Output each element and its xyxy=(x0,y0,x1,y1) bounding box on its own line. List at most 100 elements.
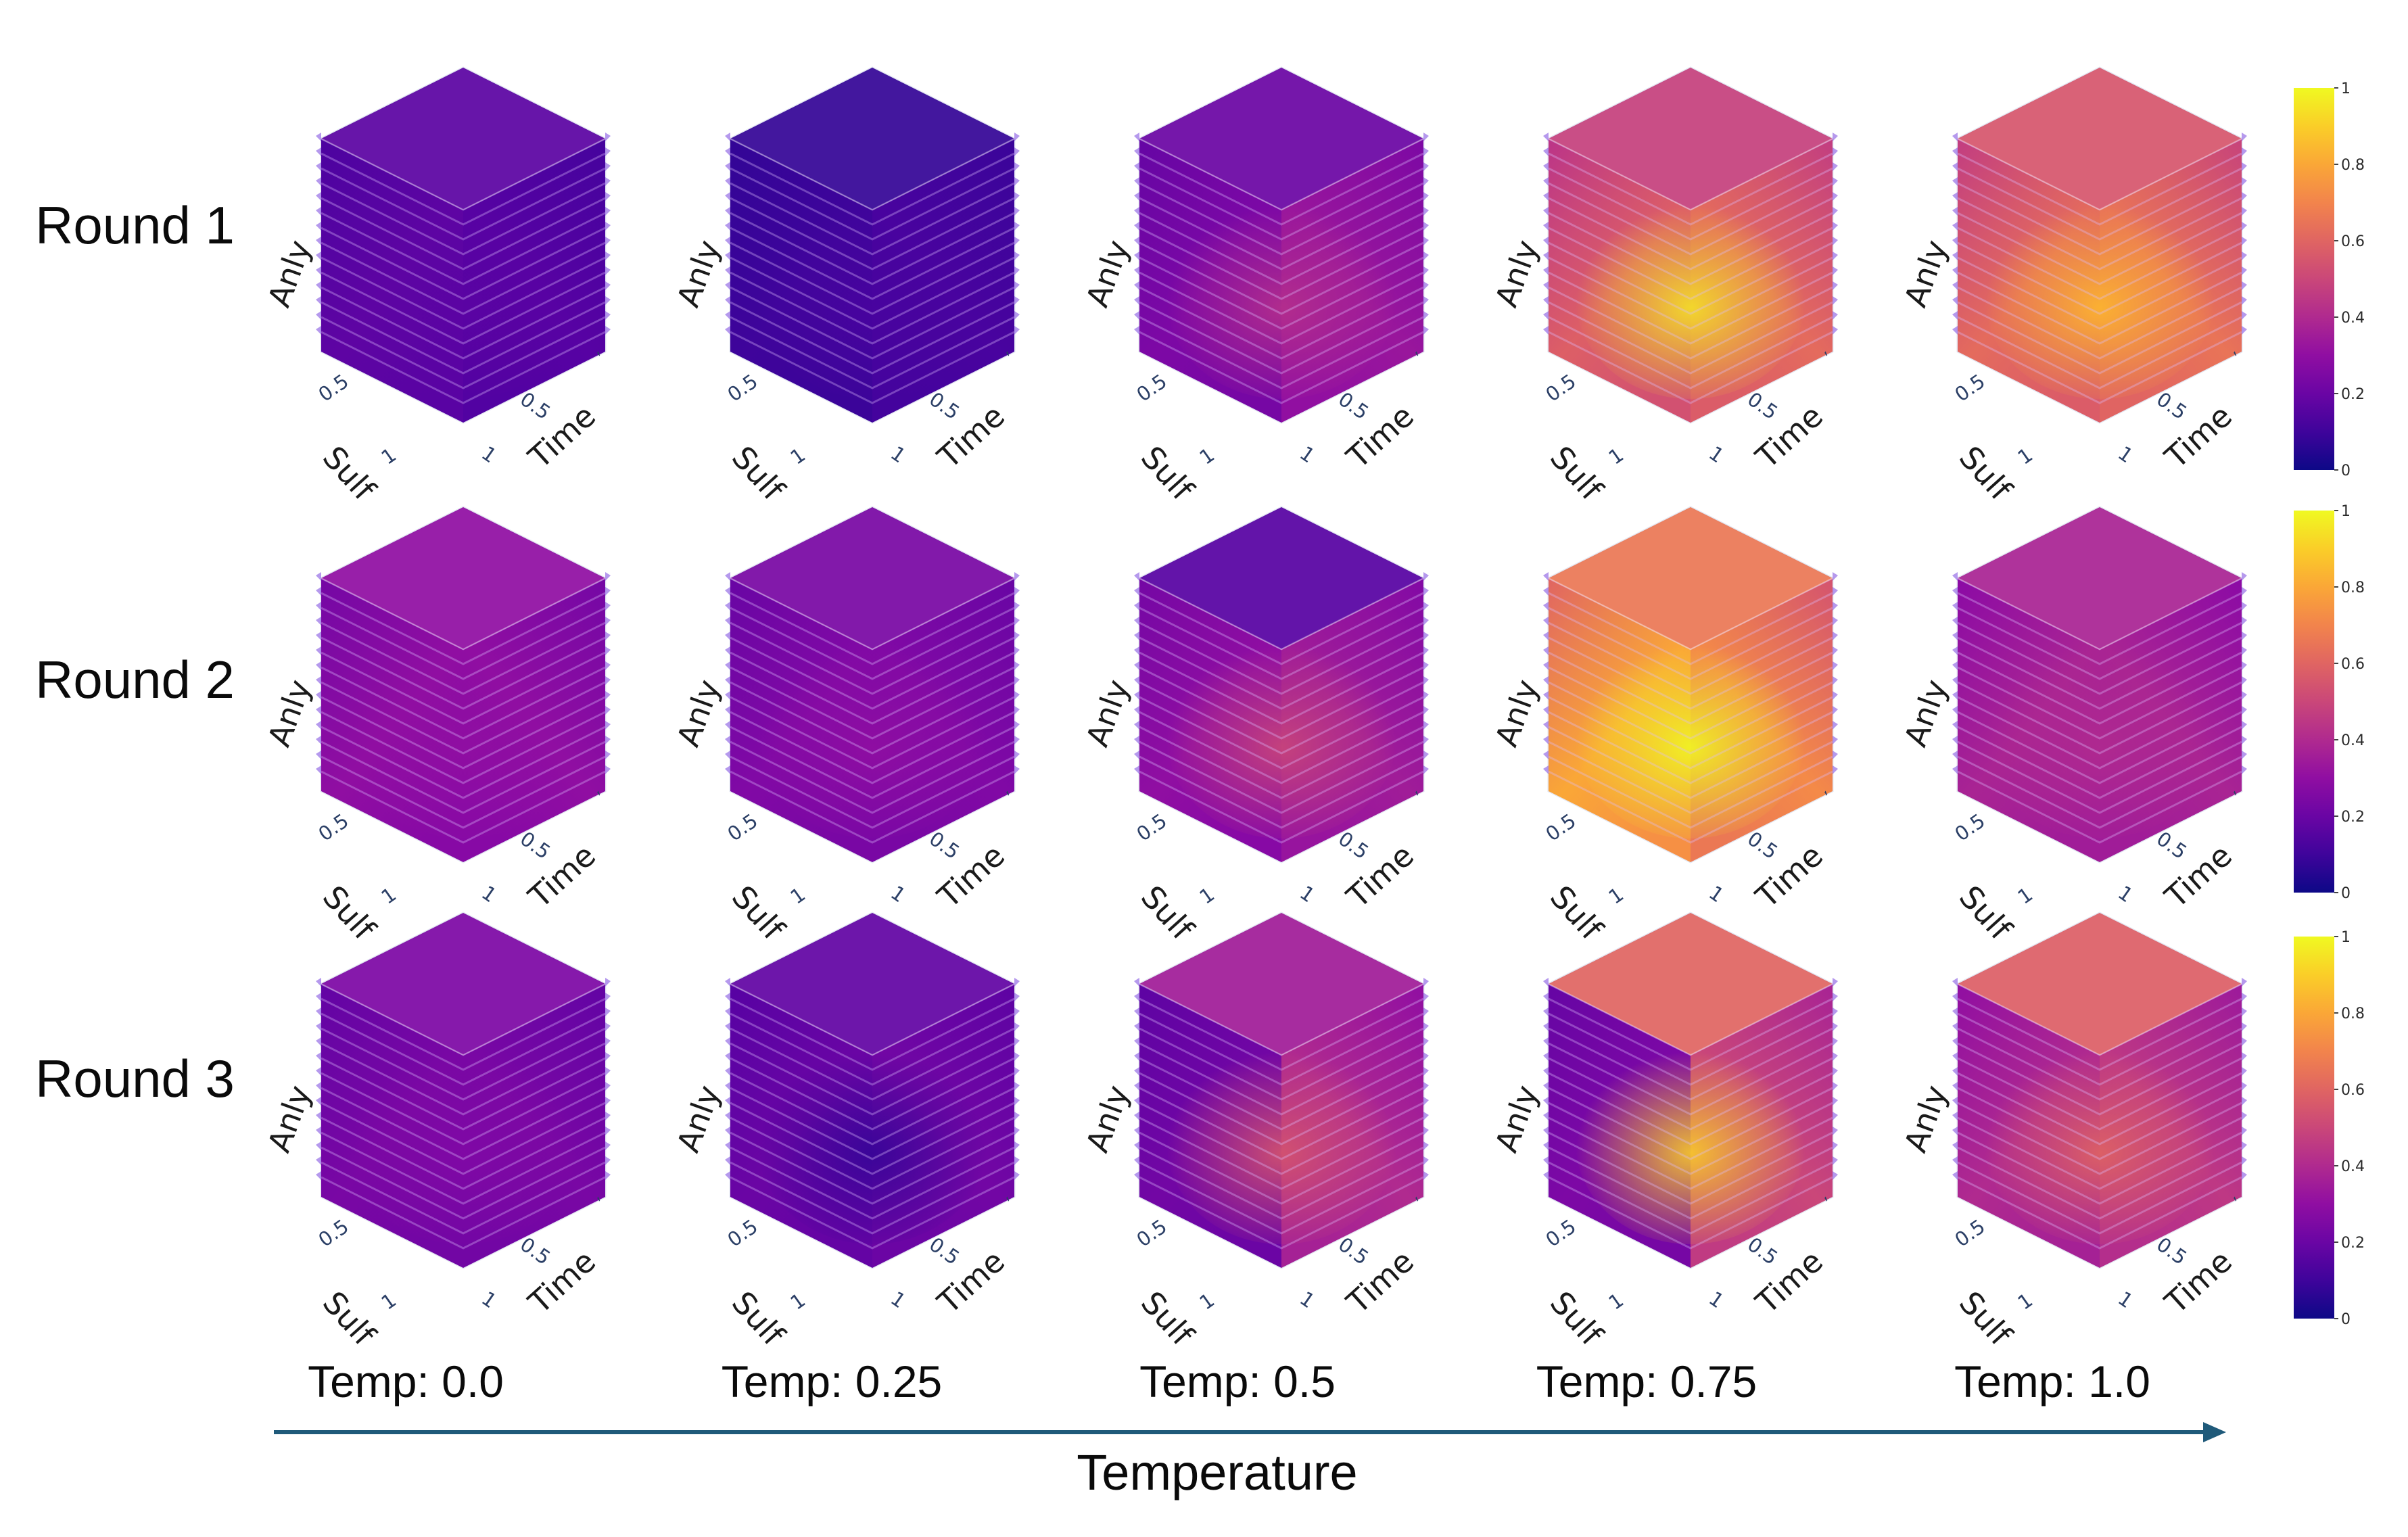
slice-tab-left xyxy=(1543,765,1549,774)
slice-tab-right xyxy=(1014,1008,1020,1016)
slice-edge xyxy=(321,666,606,740)
slice-tab-right xyxy=(1833,1112,1838,1120)
slice-tab-left xyxy=(1543,1037,1549,1046)
slice-edge xyxy=(1957,1146,2242,1220)
slice-edge xyxy=(1548,1176,1833,1250)
slice-edge xyxy=(1139,1102,1424,1175)
slice-tab-left xyxy=(1134,237,1139,245)
slice-tab-right xyxy=(1014,222,1020,231)
slice-edge xyxy=(1957,241,2242,315)
slice-tab-left xyxy=(316,281,321,290)
slice-edge xyxy=(1957,1012,2242,1086)
slice-tab-right xyxy=(605,237,611,245)
slice-edge xyxy=(1548,696,1833,770)
slice-tab-left xyxy=(1543,281,1549,290)
slice-tab-right xyxy=(1014,281,1020,290)
slice-tab-left xyxy=(316,676,321,685)
slice-tab-left xyxy=(1543,147,1549,156)
slice-tab-right xyxy=(1423,632,1429,640)
slice-tab-right xyxy=(605,676,611,685)
slice-tab-right xyxy=(1014,192,1020,201)
slice-tab-left xyxy=(725,691,730,700)
slice-tab-left xyxy=(1543,587,1549,596)
slice-tab-left xyxy=(316,147,321,156)
colorbar-tick-label: 0.6 xyxy=(2341,656,2365,673)
slice-tab-left xyxy=(1134,222,1139,231)
slice-tab-right xyxy=(2242,1127,2247,1135)
slice-edge xyxy=(1139,740,1424,814)
slice-tab-left xyxy=(1952,162,1958,171)
slice-edge xyxy=(1139,1072,1424,1145)
slice-tab-right xyxy=(1833,572,1838,581)
slice-edge xyxy=(1548,726,1833,799)
slice-tab-left xyxy=(1543,222,1549,231)
slice-tab-left xyxy=(316,1141,321,1150)
colorbar-tick-label: 0.2 xyxy=(2341,386,2365,403)
slice-edge xyxy=(321,696,606,770)
slice-tab-left xyxy=(1952,661,1958,670)
slice-tab-left xyxy=(725,1156,730,1165)
slice-tab-right xyxy=(2242,1052,2247,1061)
slice-edge xyxy=(1957,271,2242,345)
colorbar-tick-label: 0.6 xyxy=(2341,233,2365,250)
cube-hotspot xyxy=(757,636,987,838)
cube-hotspot xyxy=(1985,1041,2215,1244)
colorbar-tick-label: 0.2 xyxy=(2341,1235,2365,1252)
slice-edge xyxy=(730,1131,1015,1205)
slice-tab-left xyxy=(725,751,730,759)
slice-tab-left xyxy=(1952,296,1958,305)
slice-tab-left xyxy=(1134,177,1139,186)
slice-tab-left xyxy=(1952,192,1958,201)
cube-top-edge xyxy=(1139,983,1424,1056)
slice-edge xyxy=(321,212,606,285)
slice-tab-left xyxy=(316,222,321,231)
slice-edge xyxy=(321,997,606,1071)
slice-tab-left xyxy=(1134,978,1139,987)
slice-tab-left xyxy=(316,296,321,305)
slice-tab-right xyxy=(2242,266,2247,275)
slice-tab-left xyxy=(1134,311,1139,320)
slice-tab-left xyxy=(1134,1082,1139,1091)
slice-tab-left xyxy=(316,661,321,670)
cube-hotspot xyxy=(1166,636,1396,838)
slice-tab-left xyxy=(1952,1052,1958,1061)
slice-tab-left xyxy=(1134,721,1139,730)
slice-edge xyxy=(1139,256,1424,330)
cube-face-top xyxy=(1139,507,1423,649)
slice-tab-left xyxy=(1134,207,1139,216)
slice-tab-left xyxy=(1134,572,1139,581)
slice-tab-left xyxy=(725,676,730,685)
slice-tab-right xyxy=(1014,162,1020,171)
cube-top-edge xyxy=(1957,138,2242,211)
slice-edge xyxy=(321,621,606,695)
slice-tab-right xyxy=(2242,1097,2247,1106)
slice-edge xyxy=(1957,167,2242,241)
slice-tab-right xyxy=(1423,587,1429,596)
slice-tab-left xyxy=(1134,617,1139,625)
slice-tab-right xyxy=(1423,266,1429,275)
cube-top-edge xyxy=(1139,577,1424,651)
slice-edge xyxy=(1139,152,1424,226)
slice-edge xyxy=(321,636,606,710)
slice-edge xyxy=(1139,681,1424,755)
slice-tab-right xyxy=(1014,691,1020,700)
slice-tab-left xyxy=(1952,691,1958,700)
slice-tab-right xyxy=(1423,296,1429,305)
slice-tab-right xyxy=(1423,721,1429,730)
slice-tab-right xyxy=(2242,1022,2247,1031)
colorbar-tick-label: 0 xyxy=(2341,1311,2351,1328)
slice-tab-left xyxy=(1543,1141,1549,1150)
slice-tab-right xyxy=(1423,765,1429,774)
slice-tab-left xyxy=(1952,602,1958,611)
slice-tab-left xyxy=(1134,147,1139,156)
slice-tab-left xyxy=(1134,765,1139,774)
slice-tab-right xyxy=(1014,207,1020,216)
slice-tab-left xyxy=(1952,993,1958,1001)
slice-tab-right xyxy=(605,978,611,987)
slice-tab-right xyxy=(1014,1141,1020,1150)
slice-tab-left xyxy=(1952,1141,1958,1150)
slice-edge xyxy=(730,726,1015,799)
slice-tab-right xyxy=(1014,252,1020,260)
slice-edge xyxy=(321,1042,606,1116)
cube-top-edge xyxy=(730,577,1015,651)
